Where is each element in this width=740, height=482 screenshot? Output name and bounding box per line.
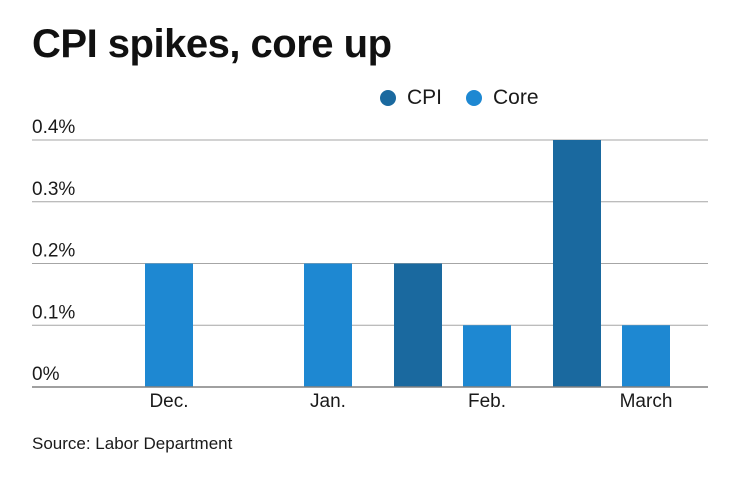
y-tick-label: 0.1%: [32, 302, 75, 323]
x-axis-tick-labels: Dec. Jan. Feb. March: [149, 391, 672, 412]
bars: [145, 140, 670, 387]
source-note: Source: Labor Department: [32, 434, 233, 453]
y-tick-label: 0.4%: [32, 117, 75, 138]
x-tick-label: Dec.: [149, 391, 188, 412]
x-tick-label: Jan.: [310, 391, 346, 412]
legend-label-cpi: CPI: [407, 86, 443, 109]
x-tick-label: Feb.: [468, 391, 506, 412]
y-axis-tick-labels: 0% 0.1% 0.2% 0.3% 0.4%: [32, 117, 75, 385]
y-tick-label: 0%: [32, 364, 60, 385]
y-tick-label: 0.3%: [32, 179, 75, 200]
chart-legend: CPI Core: [380, 86, 563, 110]
bar-core-2: [463, 325, 511, 387]
legend-swatch-cpi: [380, 90, 396, 106]
bar-cpi-3: [553, 140, 601, 387]
bar-core-3: [622, 325, 670, 387]
legend-swatch-core: [466, 90, 483, 106]
x-tick-label: March: [620, 391, 673, 412]
bar-core-0: [145, 263, 193, 387]
legend-label-core: Core: [493, 86, 539, 109]
legend-item-core: Core: [466, 86, 539, 110]
y-tick-label: 0.2%: [32, 241, 75, 262]
bar-core-1: [304, 263, 352, 387]
bar-cpi-2: [394, 263, 442, 387]
chart-title: CPI spikes, core up: [32, 22, 392, 66]
legend-item-cpi: CPI: [380, 86, 442, 110]
grid-lines: [32, 139, 708, 326]
